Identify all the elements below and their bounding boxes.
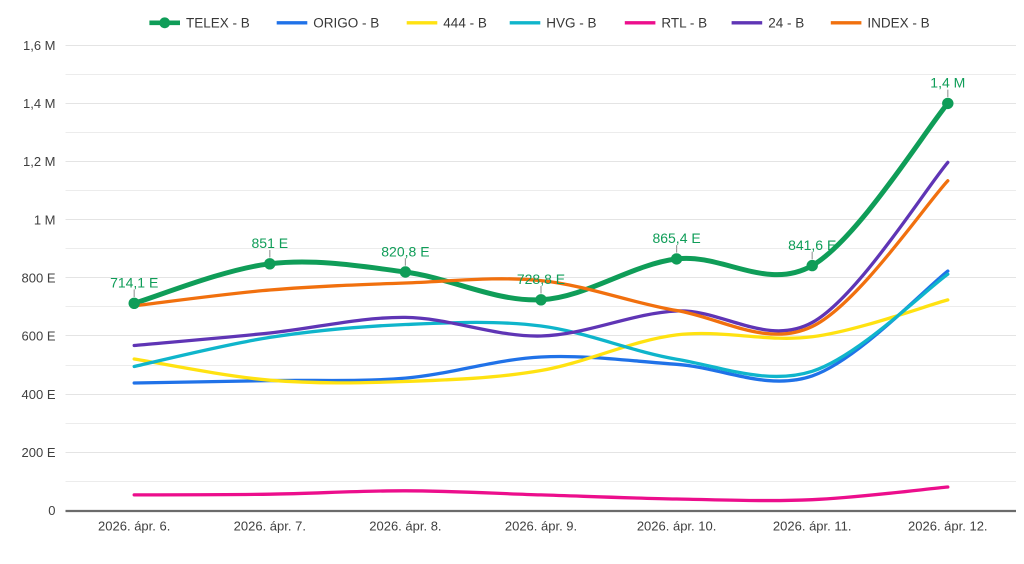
svg-text:444 - B: 444 - B bbox=[443, 15, 487, 30]
svg-text:HVG - B: HVG - B bbox=[546, 15, 596, 30]
svg-text:800 E: 800 E bbox=[22, 271, 56, 286]
svg-text:2026. ápr. 9.: 2026. ápr. 9. bbox=[505, 519, 577, 534]
svg-text:865,4 E: 865,4 E bbox=[652, 230, 700, 246]
svg-text:1,4 M: 1,4 M bbox=[23, 96, 56, 111]
svg-text:2026. ápr. 7.: 2026. ápr. 7. bbox=[234, 519, 306, 534]
svg-text:ORIGO - B: ORIGO - B bbox=[313, 15, 379, 30]
svg-text:851 E: 851 E bbox=[252, 235, 289, 251]
svg-text:600 E: 600 E bbox=[22, 329, 56, 344]
svg-text:841,6 E: 841,6 E bbox=[788, 237, 836, 253]
svg-text:24 - B: 24 - B bbox=[768, 15, 804, 30]
svg-text:TELEX - B: TELEX - B bbox=[186, 15, 250, 30]
svg-text:820,8 E: 820,8 E bbox=[381, 243, 429, 259]
svg-text:2026. ápr. 6.: 2026. ápr. 6. bbox=[98, 519, 170, 534]
svg-text:1,4 M: 1,4 M bbox=[930, 75, 965, 91]
svg-text:2026. ápr. 8.: 2026. ápr. 8. bbox=[369, 519, 441, 534]
svg-text:714,1 E: 714,1 E bbox=[110, 275, 158, 291]
svg-text:2026. ápr. 11.: 2026. ápr. 11. bbox=[773, 519, 852, 534]
svg-text:2026. ápr. 12.: 2026. ápr. 12. bbox=[908, 519, 988, 534]
svg-text:RTL - B: RTL - B bbox=[661, 15, 707, 30]
svg-text:200 E: 200 E bbox=[22, 445, 56, 460]
svg-text:1 M: 1 M bbox=[34, 212, 56, 227]
svg-text:INDEX - B: INDEX - B bbox=[867, 15, 929, 30]
svg-text:0: 0 bbox=[48, 503, 55, 518]
svg-text:728,8 E: 728,8 E bbox=[517, 271, 565, 287]
svg-text:2026. ápr. 10.: 2026. ápr. 10. bbox=[637, 519, 717, 534]
svg-text:1,6 M: 1,6 M bbox=[23, 38, 56, 53]
svg-text:400 E: 400 E bbox=[22, 387, 56, 402]
svg-text:1,2 M: 1,2 M bbox=[23, 154, 56, 169]
